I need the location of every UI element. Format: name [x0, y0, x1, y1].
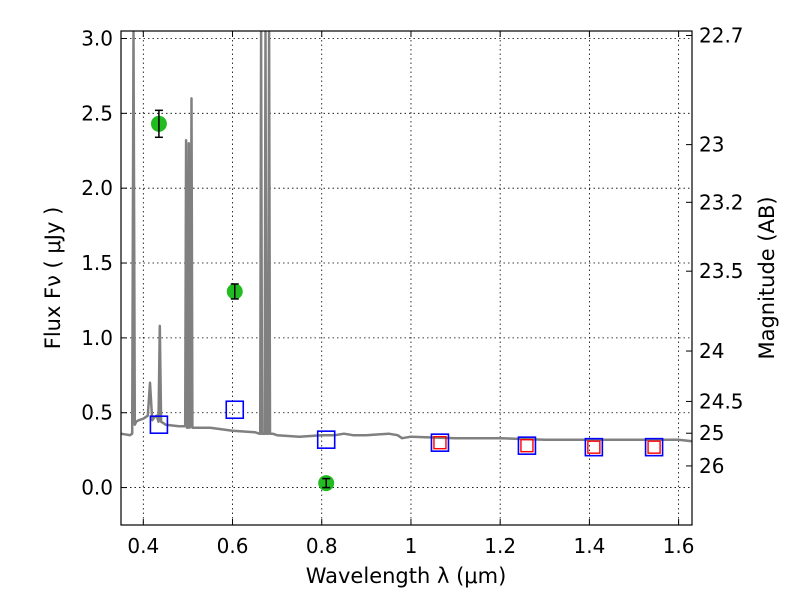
y-axis-label: Flux Fν ( μJy ) [41, 207, 65, 350]
x-axis-label: Wavelength λ (μm) [306, 564, 507, 588]
model-square [225, 400, 245, 420]
x-tick-label: 0.8 [306, 534, 338, 558]
mag-tick-label: 26 [699, 454, 724, 478]
mag-tick-label: 23.2 [699, 190, 744, 214]
mag-tick-label: 23 [699, 133, 724, 157]
y-tick-label: 1.5 [81, 251, 113, 275]
mag-tick-label: 24 [699, 339, 724, 363]
model-square [644, 437, 664, 457]
ir-square [433, 435, 447, 450]
model-square [316, 430, 336, 449]
points-layer [149, 109, 664, 492]
ir-square [647, 440, 661, 454]
y-tick-label: 2.5 [81, 101, 113, 125]
x-tick-label: 1 [405, 534, 418, 558]
y-tick-label: 2.0 [81, 176, 113, 200]
mag-tick-label: 22.7 [699, 23, 744, 47]
y-tick-label: 0.5 [81, 401, 113, 425]
ir-square [587, 440, 601, 454]
model-square [517, 436, 537, 455]
y-axis-label-right: Magnitude (AB) [755, 196, 779, 359]
x-tick-label: 0.4 [127, 534, 159, 558]
plot-frame [120, 30, 693, 526]
mag-tick-label: 24.5 [699, 389, 744, 413]
ir-square [520, 438, 534, 453]
x-tick-label: 0.6 [217, 534, 249, 558]
ticks-layer: 0.4 0.6 0.8 1 1.2 1.4 1.6 0.0 0.5 1.0 1.5 2.0 2.5 3.0… [81, 23, 743, 558]
x-tick-label: 1.4 [573, 534, 605, 558]
model-square [149, 415, 169, 435]
x-tick-label: 1.2 [484, 534, 516, 558]
model-square [430, 433, 450, 452]
y-tick-label: 3.0 [81, 26, 113, 50]
model-square [584, 437, 604, 457]
y-tick-label: 1.0 [81, 326, 113, 350]
mag-tick-label: 25 [699, 421, 724, 445]
y-tick-label: 0.0 [81, 476, 113, 500]
spectrum-line [120, 30, 693, 443]
mag-tick-label: 23.5 [699, 259, 744, 283]
grid-layer [121, 31, 692, 525]
x-tick-label: 1.6 [663, 534, 695, 558]
spectrum-layer [120, 30, 693, 443]
